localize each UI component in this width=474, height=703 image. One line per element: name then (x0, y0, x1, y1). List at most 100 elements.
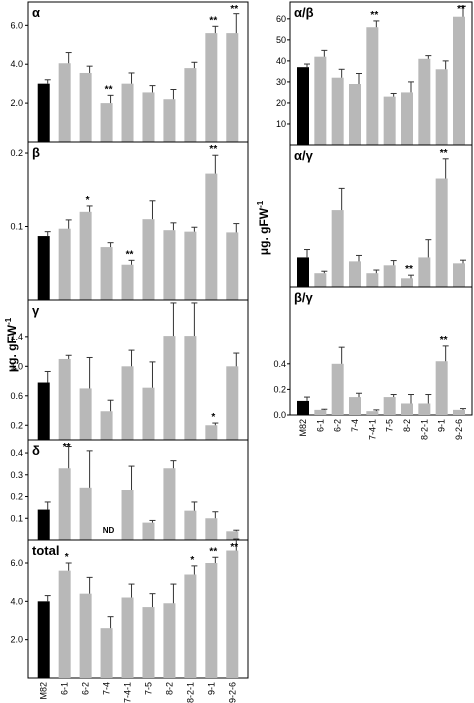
panel-delta: δ 0.1 0.2 0.3 0.4 ** ND (10, 439, 249, 541)
bar-6-2 (331, 77, 344, 145)
bar-8-2 (163, 603, 176, 678)
left-category-label: M82 (39, 682, 49, 700)
y-tick-label: 2.0 (10, 635, 23, 645)
bar-9-2-6 (226, 366, 239, 440)
bar-7-5 (142, 387, 155, 440)
panel-alpha-beta: α/β 10 20 30 40 50 60 ** ** (276, 1, 473, 146)
y-tick-label: 50 (276, 35, 286, 45)
bar-6-1 (314, 273, 327, 287)
left-y-axis-label-exponent: -1 (4, 317, 13, 325)
bar-7-4-1 (366, 273, 379, 287)
bar-8-2 (163, 99, 176, 142)
y-tick-label: 0.2 (273, 384, 286, 394)
bar-8-2 (401, 403, 413, 415)
bar-9-2-6 (226, 550, 239, 678)
panel-gamma: γ 0.2 0.6 1.0 1.4 * (10, 299, 249, 441)
y-tick-label: 60 (276, 14, 286, 24)
bar-9-2-6 (453, 263, 465, 287)
bar-M82 (37, 382, 50, 440)
significance-marker: * (65, 552, 69, 563)
bar-8-2 (401, 278, 413, 287)
bar-7-4 (100, 247, 113, 300)
bar-6-1 (314, 409, 327, 415)
significance-marker: ** (209, 15, 217, 26)
bar-7-4 (349, 84, 361, 145)
bar-9-1 (205, 563, 218, 678)
significance-marker: ** (405, 264, 413, 275)
y-tick-label: 0.3 (10, 470, 23, 480)
panel-frame (289, 286, 473, 416)
bar-9-1 (205, 173, 218, 300)
right-category-label: M82 (298, 419, 308, 437)
bar-7-5 (383, 265, 396, 287)
y-tick-label: 0.2 (10, 492, 23, 502)
significance-marker: ** (209, 144, 217, 155)
left-y-axis-label-text: μg. gFW (5, 324, 19, 372)
bar-7-4-1 (121, 83, 134, 142)
right-category-label: 8-2-1 (419, 419, 429, 440)
significance-marker: ** (63, 442, 71, 453)
bar-9-1 (205, 518, 218, 540)
bar-6-1 (58, 570, 71, 678)
bar-7-4 (100, 103, 113, 142)
y-tick-label: 0.2 (10, 420, 23, 430)
panel-frame (27, 539, 249, 679)
panel-title: α/β (294, 5, 314, 20)
bar-9-2-6 (453, 16, 465, 146)
y-tick-label: 4.0 (10, 59, 23, 69)
y-tick-label: 1.4 (10, 332, 23, 342)
panel-beta-gamma: β/γ 0.0 0.2 0.4 ** (273, 286, 473, 420)
panel-beta: β0.10.2***** (10, 141, 249, 301)
bar-7-5 (383, 96, 396, 145)
bar-8-2 (163, 336, 176, 440)
panel-title: δ (32, 443, 40, 458)
significance-marker: ** (126, 249, 134, 260)
bar-M82 (297, 400, 309, 415)
bar-7-4 (349, 261, 361, 287)
significance-marker: * (211, 412, 215, 423)
left-category-label: 6-1 (60, 682, 70, 695)
bar-9-1 (435, 361, 448, 415)
y-tick-label: 30 (276, 77, 286, 87)
bar-8-2-1 (184, 574, 197, 678)
annotation-nd: ND (103, 526, 115, 535)
right-y-axis-label: μg. gFW-1 (256, 200, 271, 255)
panel-title: α/γ (294, 148, 314, 163)
significance-marker: ** (440, 335, 448, 346)
left-category-label: 9-1 (206, 682, 216, 695)
panel-title: α (32, 5, 40, 20)
bar-M82 (37, 509, 50, 540)
bar-9-2-6 (226, 232, 239, 300)
y-tick-label: 0.1 (10, 222, 23, 232)
left-category-label: 7-4 (102, 682, 112, 695)
bar-M82 (37, 601, 50, 678)
right-category-label: 8-2 (402, 419, 412, 432)
bar-6-1 (58, 358, 71, 440)
bar-7-4-1 (366, 27, 379, 146)
bar-8-2-1 (418, 403, 431, 415)
bar-6-2 (79, 487, 92, 540)
panels: α2.04.06.0******β0.10.2*****γ0.20.61.01.… (10, 1, 473, 703)
right-category-label: 6-2 (333, 419, 343, 432)
bar-M82 (297, 67, 309, 145)
y-tick-label: 0.1 (10, 513, 23, 523)
bar-6-1 (58, 468, 71, 540)
significance-marker: ** (230, 4, 238, 15)
significance-marker: ** (440, 148, 448, 159)
y-tick-label: 0.2 (10, 148, 23, 158)
left-category-label: 9-2-6 (227, 682, 237, 703)
y-tick-label: 0.6 (10, 391, 23, 401)
left-category-label: 7-4-1 (123, 682, 133, 703)
y-tick-label: 6.0 (10, 20, 23, 30)
bar-6-2 (79, 388, 92, 440)
bar-8-2 (163, 468, 176, 540)
y-tick-label: 0.0 (273, 410, 286, 420)
significance-marker: ** (105, 84, 113, 95)
bar-7-4-1 (366, 411, 379, 415)
bar-8-2-1 (184, 336, 197, 440)
bar-9-2-6 (226, 33, 239, 142)
panel-title: β (32, 145, 40, 160)
left-y-axis-label: μg. gFW-1 (4, 317, 19, 372)
